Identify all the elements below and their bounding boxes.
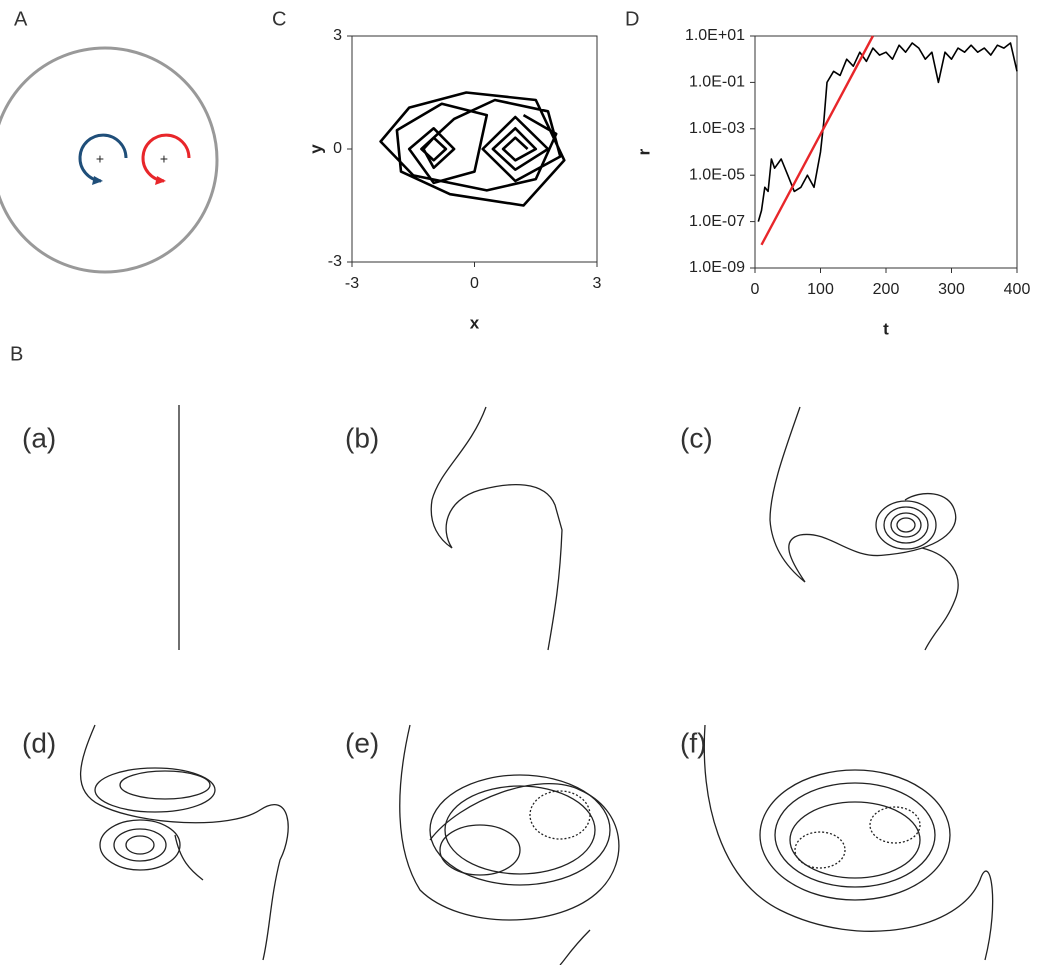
y-tick-label: 1.0E+01 — [685, 27, 745, 44]
panel-label: A — [14, 8, 28, 30]
vortex-center: + — [96, 151, 104, 167]
figure: A C D B + + (a) (b) (c) (d) (e) (f) -3 0 3… — [0, 0, 1041, 965]
data-line — [758, 43, 1017, 222]
subpanel-label: (c) — [680, 422, 713, 453]
y-tick-label: 0 — [333, 140, 342, 157]
data-line — [381, 93, 565, 206]
y-tick-label: 3 — [333, 27, 342, 44]
x-tick-label: 3 — [593, 275, 602, 292]
x-axis-label: t — [883, 319, 889, 338]
x-tick-label: 400 — [1004, 281, 1031, 298]
subpanel-label: (d) — [22, 727, 56, 758]
panel-label: B — [10, 343, 23, 365]
y-tick-label: 1.0E-07 — [689, 213, 745, 230]
y-axis-label: r — [634, 148, 653, 155]
y-tick-label: 1.0E-03 — [689, 120, 745, 137]
x-tick-label: 200 — [873, 281, 900, 298]
y-tick-label: -3 — [328, 253, 342, 270]
x-tick-label: 300 — [938, 281, 965, 298]
y-axis-label: y — [306, 144, 325, 154]
subpanel-label: (b) — [345, 422, 379, 453]
y-tick-label: 1.0E-09 — [689, 259, 745, 276]
subpanel-label: (e) — [345, 727, 379, 758]
x-tick-label: 0 — [751, 281, 760, 298]
x-tick-label: -3 — [345, 275, 359, 292]
plot-frame — [755, 36, 1017, 268]
y-tick-label: 1.0E-05 — [689, 166, 745, 183]
domain-circle — [0, 48, 217, 272]
x-tick-label: 100 — [807, 281, 834, 298]
x-tick-label: 0 — [470, 275, 479, 292]
subpanel-label: (f) — [680, 727, 706, 758]
arrow-head — [155, 176, 166, 185]
interface-drawings — [81, 405, 993, 965]
y-tick-label: 1.0E-01 — [689, 74, 745, 91]
panel-label: D — [625, 8, 639, 30]
data-line — [762, 36, 873, 245]
vortex-center: + — [160, 151, 168, 167]
arrow-head — [92, 176, 103, 185]
panel-label: C — [272, 8, 286, 30]
subpanel-label: (a) — [22, 422, 56, 453]
x-axis-label: x — [470, 313, 480, 332]
